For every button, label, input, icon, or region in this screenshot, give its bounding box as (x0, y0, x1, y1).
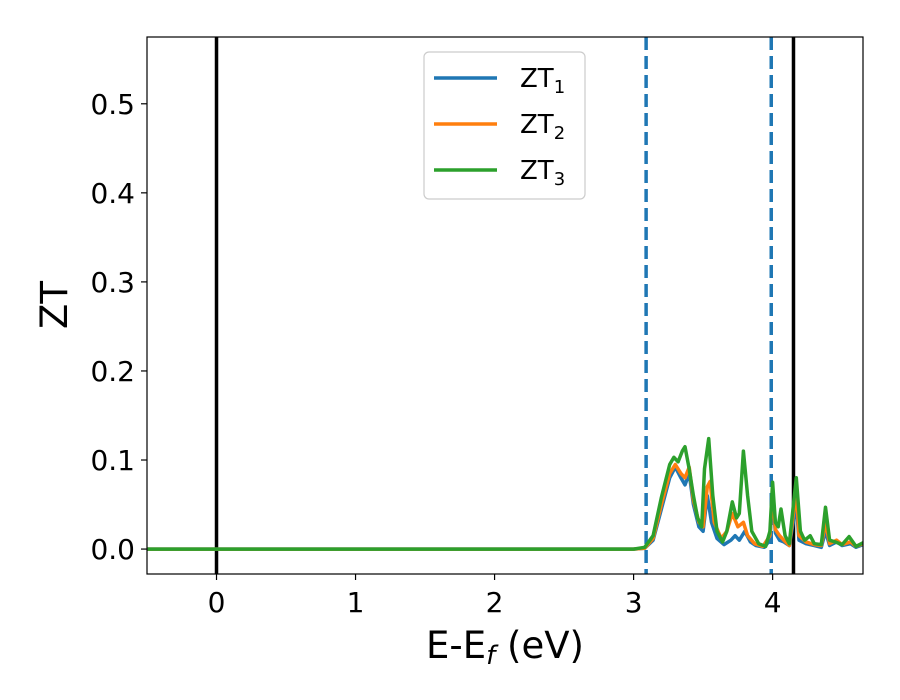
y-tick-label: 0.5 (90, 88, 135, 121)
y-tick-label: 0.3 (90, 266, 135, 299)
y-tick-label: 0.4 (90, 177, 135, 210)
series-layer (147, 436, 863, 551)
x-axis-title-main: E-E (426, 624, 486, 667)
x-tick-label: 0 (208, 586, 226, 619)
legend-label-zt3: ZT3 (520, 156, 565, 190)
series-line-zt3 (147, 436, 863, 551)
plot-frame (146, 36, 864, 575)
x-axis-title-unit: (eV) (495, 624, 584, 667)
y-tick-label: 0.0 (90, 533, 135, 566)
legend-label-zt1: ZT1 (520, 64, 565, 98)
y-tick-label: 0.1 (90, 444, 135, 477)
y-axis: 0.0 0.1 0.2 0.3 0.4 0.5 (90, 88, 147, 566)
legend-box (423, 51, 586, 200)
y-axis-title: ZT (33, 281, 76, 329)
x-tick-label: 3 (625, 586, 643, 619)
x-tick-label: 2 (486, 586, 504, 619)
x-tick-label: 4 (764, 586, 782, 619)
y-tick-label: 0.2 (90, 355, 135, 388)
x-axis: 0 1 2 3 4 (208, 574, 782, 619)
x-axis-title: E-Ef (eV) (426, 624, 584, 671)
x-tick-label: 1 (347, 586, 365, 619)
legend-label-zt2: ZT2 (520, 110, 565, 144)
legend: ZT1 ZT2 ZT3 (423, 51, 586, 200)
